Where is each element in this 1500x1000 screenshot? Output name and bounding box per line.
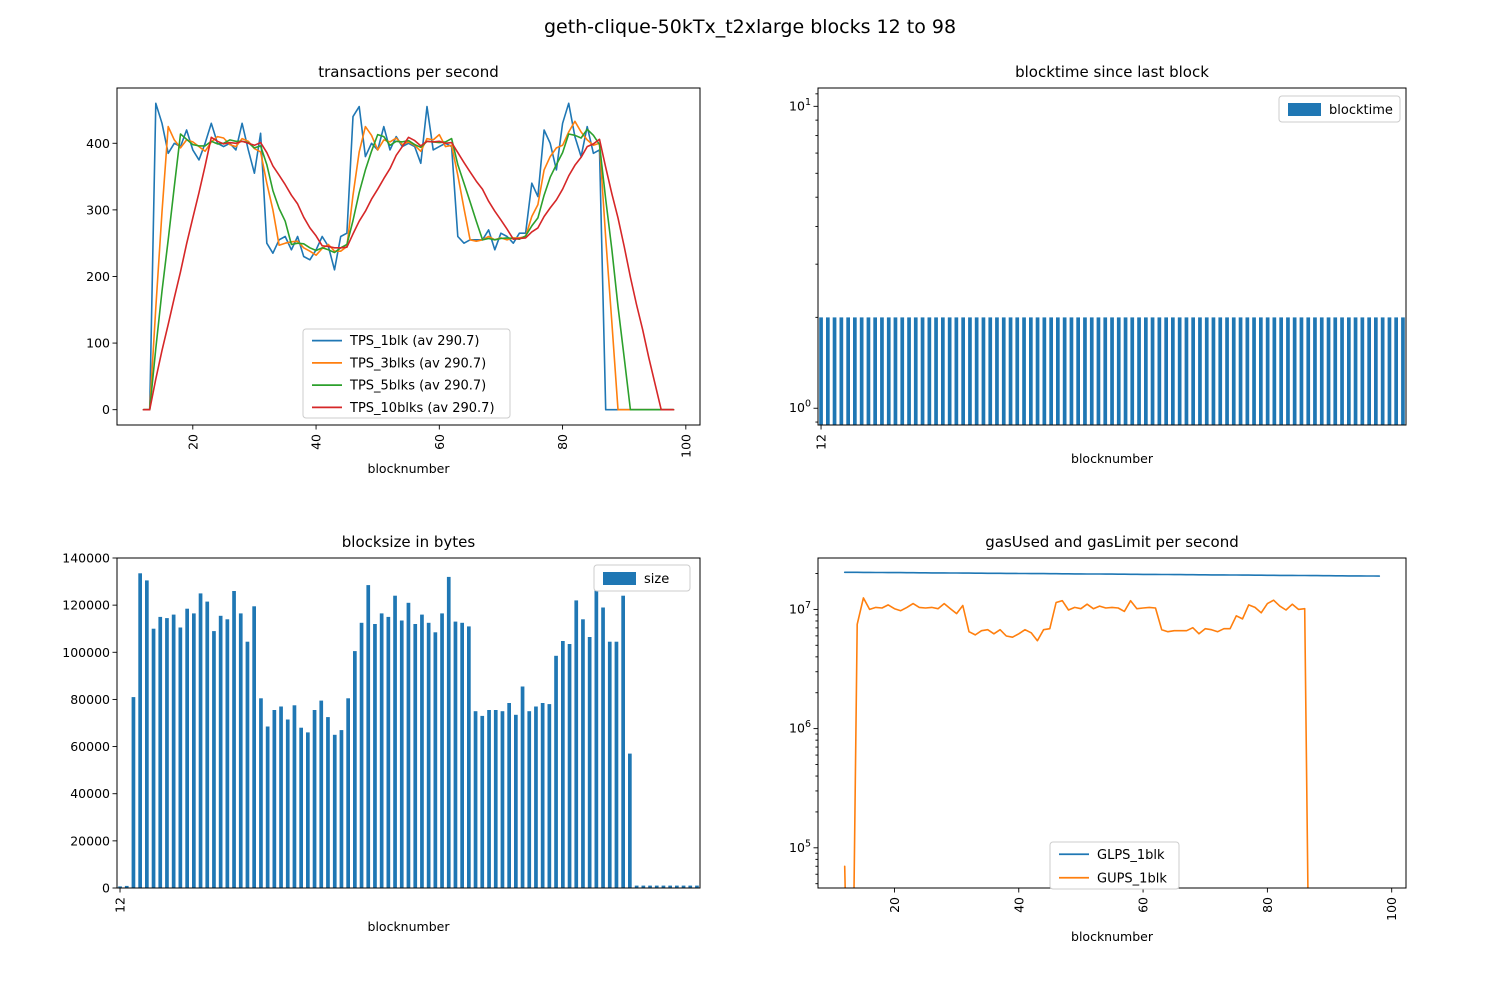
- svg-text:101: 101: [789, 97, 811, 114]
- svg-text:100: 100: [789, 399, 811, 416]
- svg-text:40000: 40000: [70, 786, 110, 801]
- chart-gas: 105 106 107 20 40 60 80 100 blocknumber gasUsed a…: [789, 533, 1407, 944]
- size-data-area: [118, 573, 699, 888]
- size-legend-label: size: [644, 572, 669, 587]
- figure-title: geth-clique-50kTx_t2xlarge blocks 12 to …: [543, 16, 957, 38]
- tps-legend-label: TPS_10blks (av 290.7): [349, 401, 495, 416]
- svg-text:106: 106: [789, 719, 811, 736]
- svg-text:100: 100: [86, 336, 110, 351]
- gas-legend-label: GLPS_1blk: [1097, 848, 1165, 863]
- size-axes-frame: [116, 557, 701, 889]
- series-line-GUPS_1blk: [843, 597, 1309, 888]
- svg-text:80: 80: [555, 434, 570, 450]
- svg-text:20: 20: [887, 897, 902, 913]
- size-legend-swatch: [603, 572, 636, 585]
- size-tick-labels: 0 20000 40000 60000 80000 100000 120000 140000 1…: [62, 551, 127, 913]
- series-line-GLPS_1blk: [843, 571, 1381, 577]
- series-line-TPS_10blks: [142, 136, 675, 411]
- gas-legend-label: GUPS_1blk: [1097, 871, 1167, 886]
- tps-tick-labels: 0 100 200 300 400 20 40 60 80 100: [86, 136, 693, 458]
- svg-text:0: 0: [102, 881, 110, 896]
- tps-legend: TPS_1blk (av 290.7) TPS_3blks (av 290.7) T…: [302, 328, 511, 419]
- size-bars: [118, 573, 699, 888]
- blocktime-legend-swatch: [1288, 103, 1321, 116]
- svg-text:20: 20: [185, 434, 200, 450]
- svg-text:40: 40: [309, 434, 324, 450]
- blocktime-legend-label: blocktime: [1329, 103, 1393, 118]
- svg-text:107: 107: [789, 600, 811, 617]
- gas-xlabel: blocknumber: [1071, 929, 1154, 944]
- size-legend: size: [593, 564, 691, 592]
- chart-size: 0 20000 40000 60000 80000 100000 120000 140000 1…: [62, 533, 701, 934]
- blocktime-data-area: [819, 317, 1405, 425]
- blocktime-tick-labels: 100 101 12: [789, 97, 828, 450]
- svg-text:120000: 120000: [62, 598, 110, 613]
- blocktime-tick-marks: [813, 93, 822, 430]
- blocktime-bars: [819, 317, 1405, 425]
- blocktime-xlabel: blocknumber: [1071, 451, 1154, 466]
- tps-legend-label: TPS_5blks (av 290.7): [349, 379, 486, 394]
- svg-text:200: 200: [86, 269, 110, 284]
- chart-blocktime: 100 101 12 blocknumber blocktime since last …: [789, 63, 1407, 466]
- gas-legend: GLPS_1blk GUPS_1blk: [1049, 841, 1180, 890]
- svg-text:60: 60: [432, 434, 447, 450]
- svg-text:60: 60: [1136, 897, 1151, 913]
- gas-chart-title: gasUsed and gasLimit per second: [985, 533, 1239, 551]
- tps-legend-box: [302, 328, 511, 419]
- svg-text:80: 80: [1260, 897, 1275, 913]
- size-xlabel: blocknumber: [368, 919, 451, 934]
- series-line-TPS_3blks: [142, 120, 675, 411]
- svg-text:400: 400: [86, 136, 110, 151]
- svg-text:12: 12: [113, 897, 128, 913]
- svg-text:300: 300: [86, 202, 110, 217]
- gas-tick-marks: [813, 573, 1393, 893]
- tps-tick-marks: [112, 142, 687, 430]
- svg-text:40: 40: [1011, 897, 1026, 913]
- svg-text:80000: 80000: [70, 692, 110, 707]
- gas-data-area: [843, 571, 1381, 888]
- tps-chart-title: transactions per second: [318, 63, 499, 81]
- svg-text:100: 100: [1384, 897, 1399, 921]
- tps-axes-frame: [116, 87, 701, 426]
- blocktime-axes-frame: [817, 87, 1407, 426]
- chart-tps: 0 100 200 300 400 20 40 60 80 100 blocknumber trans…: [86, 63, 701, 476]
- svg-text:12: 12: [814, 434, 829, 450]
- series-line-TPS_5blks: [142, 128, 675, 411]
- svg-text:105: 105: [789, 838, 811, 855]
- size-tick-marks: [112, 557, 121, 893]
- svg-text:0: 0: [102, 402, 110, 417]
- tps-data-area: [142, 102, 675, 411]
- svg-text:60000: 60000: [70, 739, 110, 754]
- svg-text:20000: 20000: [70, 833, 110, 848]
- svg-text:100: 100: [678, 434, 693, 458]
- tps-legend-label: TPS_1blk (av 290.7): [349, 334, 479, 349]
- blocktime-chart-title: blocktime since last block: [1015, 63, 1209, 81]
- svg-text:140000: 140000: [62, 551, 110, 566]
- size-chart-title: blocksize in bytes: [342, 533, 476, 551]
- svg-text:100000: 100000: [62, 645, 110, 660]
- blocktime-legend: blocktime: [1278, 95, 1401, 123]
- tps-legend-label: TPS_3blks (av 290.7): [349, 356, 486, 371]
- tps-xlabel: blocknumber: [368, 461, 451, 476]
